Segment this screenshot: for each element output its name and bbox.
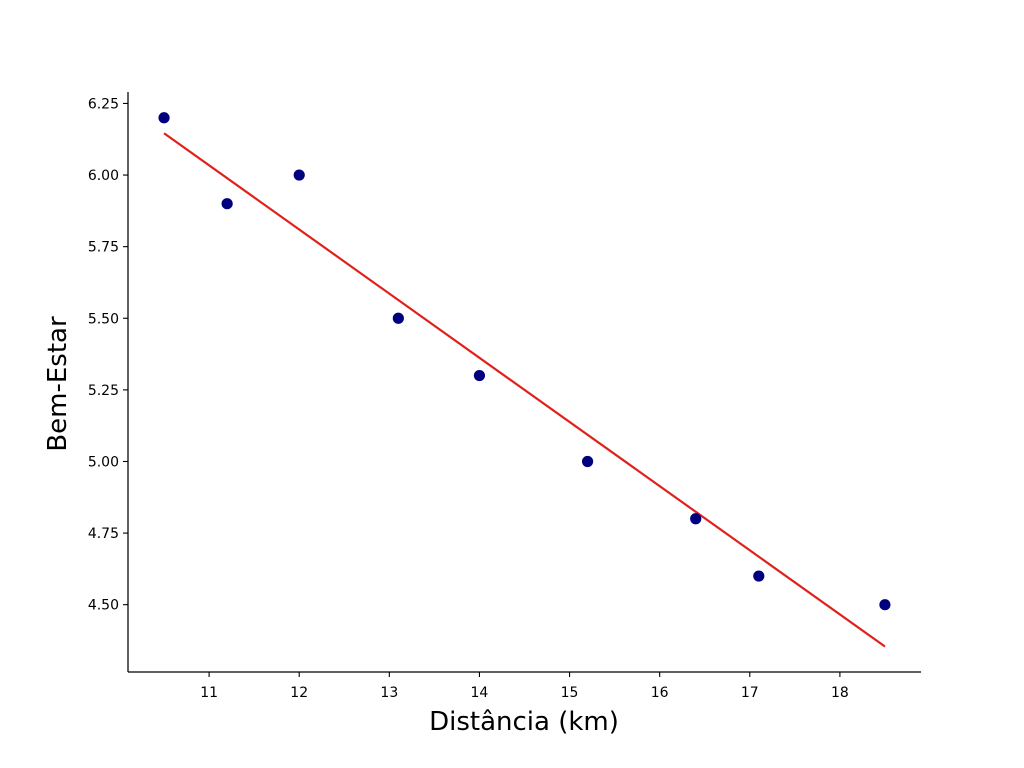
y-tick-label: 5.25 (88, 383, 119, 399)
data-point (879, 599, 891, 611)
plot-area (158, 112, 891, 648)
y-axis-title: Bem-Estar (43, 316, 73, 452)
data-point (158, 112, 170, 124)
x-tick-label: 18 (831, 685, 849, 701)
axes (127, 92, 921, 673)
data-point (392, 312, 404, 324)
data-point (690, 513, 702, 525)
y-tick-label: 5.75 (88, 240, 119, 256)
x-tick-label: 15 (561, 685, 579, 701)
data-point (473, 369, 486, 382)
y-tick-label: 6.25 (88, 96, 119, 112)
data-point (221, 198, 233, 210)
x-tick-label: 17 (741, 685, 759, 701)
y-tick-label: 6.00 (88, 168, 119, 184)
data-point (293, 169, 305, 181)
data-point (581, 455, 594, 468)
y-tick-label: 5.00 (88, 454, 119, 470)
x-tick-label: 11 (200, 685, 218, 701)
regression-line (163, 132, 886, 648)
x-tick-label: 13 (380, 685, 398, 701)
x-tick-label: 14 (471, 685, 489, 701)
data-point (753, 570, 765, 582)
y-tick-label: 4.75 (88, 526, 119, 542)
y-tick-label: 5.50 (88, 311, 119, 327)
x-axis-title: Distância (km) (429, 707, 619, 737)
x-axis-ticks: 11 12 13 14 15 16 17 18 (200, 672, 849, 701)
y-tick-label: 4.50 (88, 598, 119, 614)
x-tick-label: 16 (651, 685, 669, 701)
y-axis-ticks: 4.50 4.75 5.00 5.25 5.50 5.75 6.00 6.25 (88, 96, 128, 614)
x-tick-label: 12 (290, 685, 308, 701)
